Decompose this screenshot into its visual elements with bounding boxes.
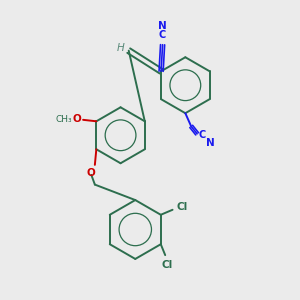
- Text: C: C: [199, 130, 206, 140]
- Text: Cl: Cl: [177, 202, 188, 212]
- Text: Cl: Cl: [161, 260, 172, 270]
- Text: N: N: [206, 138, 215, 148]
- Text: O: O: [86, 168, 95, 178]
- Text: O: O: [72, 114, 81, 124]
- Text: N: N: [158, 21, 167, 31]
- Text: H: H: [117, 43, 124, 53]
- Text: C: C: [159, 30, 166, 40]
- Text: CH₃: CH₃: [56, 115, 72, 124]
